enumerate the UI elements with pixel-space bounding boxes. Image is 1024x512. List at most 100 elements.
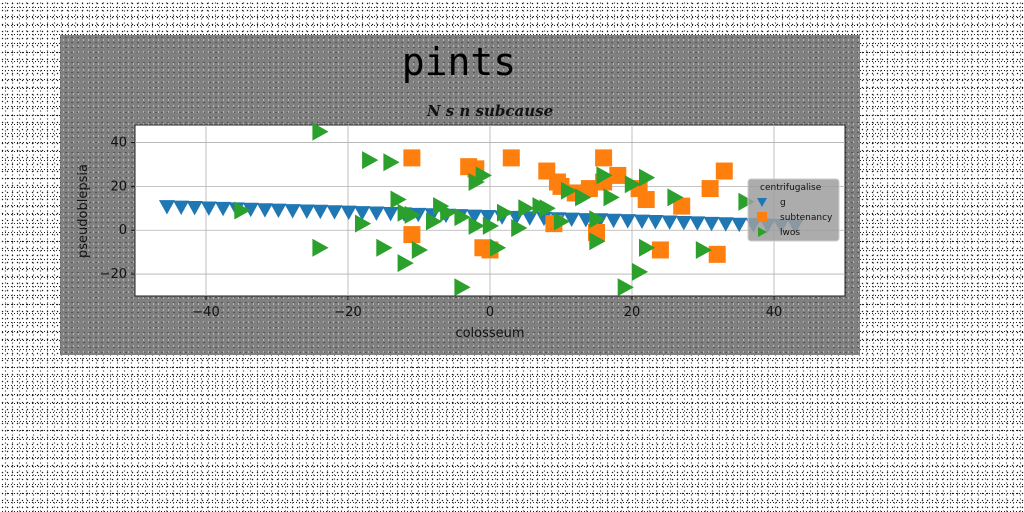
data-point [200, 201, 217, 216]
data-point [673, 197, 691, 215]
data-point [454, 278, 471, 297]
data-point [466, 209, 483, 224]
data-point [701, 180, 719, 198]
data-point [553, 212, 570, 231]
data-point [482, 216, 499, 235]
data-point [468, 216, 485, 235]
data-point [708, 245, 726, 263]
legend-marker [757, 198, 767, 207]
y-tick-label: 20 [110, 179, 127, 194]
data-point [619, 214, 636, 229]
data-point [624, 175, 641, 194]
data-point [589, 210, 606, 229]
data-point [605, 213, 622, 229]
data-point [368, 206, 385, 221]
data-markers [158, 122, 804, 297]
data-point [326, 205, 343, 220]
data-point [715, 162, 733, 180]
data-point [397, 254, 414, 273]
data-point [340, 205, 357, 221]
data-point [647, 215, 664, 230]
chart-figure: pints N s n subcause −40 −20 0 20 40 −20 0 20 4… [60, 35, 860, 355]
data-point [454, 208, 471, 227]
data-point [256, 203, 273, 218]
data-point [717, 217, 734, 232]
x-axis-label: colosseum [455, 326, 524, 341]
data-point [270, 203, 287, 219]
x-tick-label: 20 [624, 305, 641, 320]
data-point [298, 204, 315, 219]
data-point [560, 181, 578, 200]
data-point [617, 278, 634, 297]
data-point [667, 188, 684, 207]
legend-title: centrifugalise [760, 183, 822, 193]
data-point [609, 166, 627, 184]
data-point [312, 204, 329, 220]
data-point [589, 232, 606, 251]
data-point [390, 190, 407, 209]
data-point [215, 201, 232, 217]
data-point [376, 238, 393, 257]
data-point [173, 200, 190, 215]
x-tick-label: 40 [766, 305, 783, 320]
data-point [502, 149, 520, 167]
data-point [355, 214, 372, 233]
data-point [738, 192, 755, 211]
data-point [497, 203, 514, 222]
chart-suptitle: pints [402, 40, 516, 84]
legend-marker [757, 212, 767, 222]
data-point [661, 215, 678, 230]
data-point [312, 238, 329, 257]
data-point [675, 215, 692, 231]
y-axis-ticks: −20 0 20 40 [100, 136, 135, 282]
data-point [403, 149, 421, 167]
y-tick-label: 40 [110, 136, 127, 151]
data-point [489, 238, 507, 257]
legend-label: subtenancy [780, 213, 833, 223]
data-point [411, 240, 428, 259]
data-point [158, 200, 175, 215]
data-point [596, 166, 613, 185]
scatter-chart: pints N s n subcause −40 −20 0 20 40 −20 0 20 4… [76, 40, 846, 341]
data-point [284, 204, 301, 219]
data-point [479, 210, 496, 225]
x-tick-label: −40 [192, 305, 219, 320]
data-point [511, 219, 528, 238]
data-point [639, 168, 656, 187]
y-tick-label: −20 [100, 267, 127, 282]
data-point [312, 122, 329, 141]
data-point [460, 158, 478, 176]
legend: centrifugalise g subtenancy lwos [747, 178, 840, 242]
data-point [637, 191, 655, 209]
data-point [731, 217, 748, 233]
data-point [575, 188, 592, 207]
data-point [639, 238, 656, 257]
y-axis-label: pseudoblepsia [76, 164, 91, 258]
y-tick-label: 0 [119, 223, 127, 238]
data-point [703, 216, 720, 232]
data-point [382, 206, 399, 222]
data-point [595, 149, 613, 167]
data-point [242, 202, 259, 218]
series-lwos [234, 122, 755, 297]
legend-box [747, 178, 840, 242]
data-point [695, 240, 712, 259]
data-point [580, 180, 598, 198]
data-point [651, 241, 669, 259]
data-point [403, 226, 421, 244]
data-point [474, 239, 492, 257]
data-point [633, 214, 650, 230]
x-tick-label: 0 [486, 305, 494, 320]
data-point [186, 201, 203, 216]
data-point [532, 197, 549, 216]
legend-label: g [780, 198, 786, 208]
data-point [234, 201, 251, 220]
data-point [468, 173, 485, 191]
legend-label: lwos [780, 228, 800, 238]
grid-lines [135, 125, 845, 296]
chart-title: N s n subcause [426, 102, 553, 120]
legend-marker [758, 227, 767, 237]
legend-items: g subtenancy lwos [757, 198, 833, 238]
data-point [354, 206, 371, 221]
data-point [631, 262, 649, 281]
